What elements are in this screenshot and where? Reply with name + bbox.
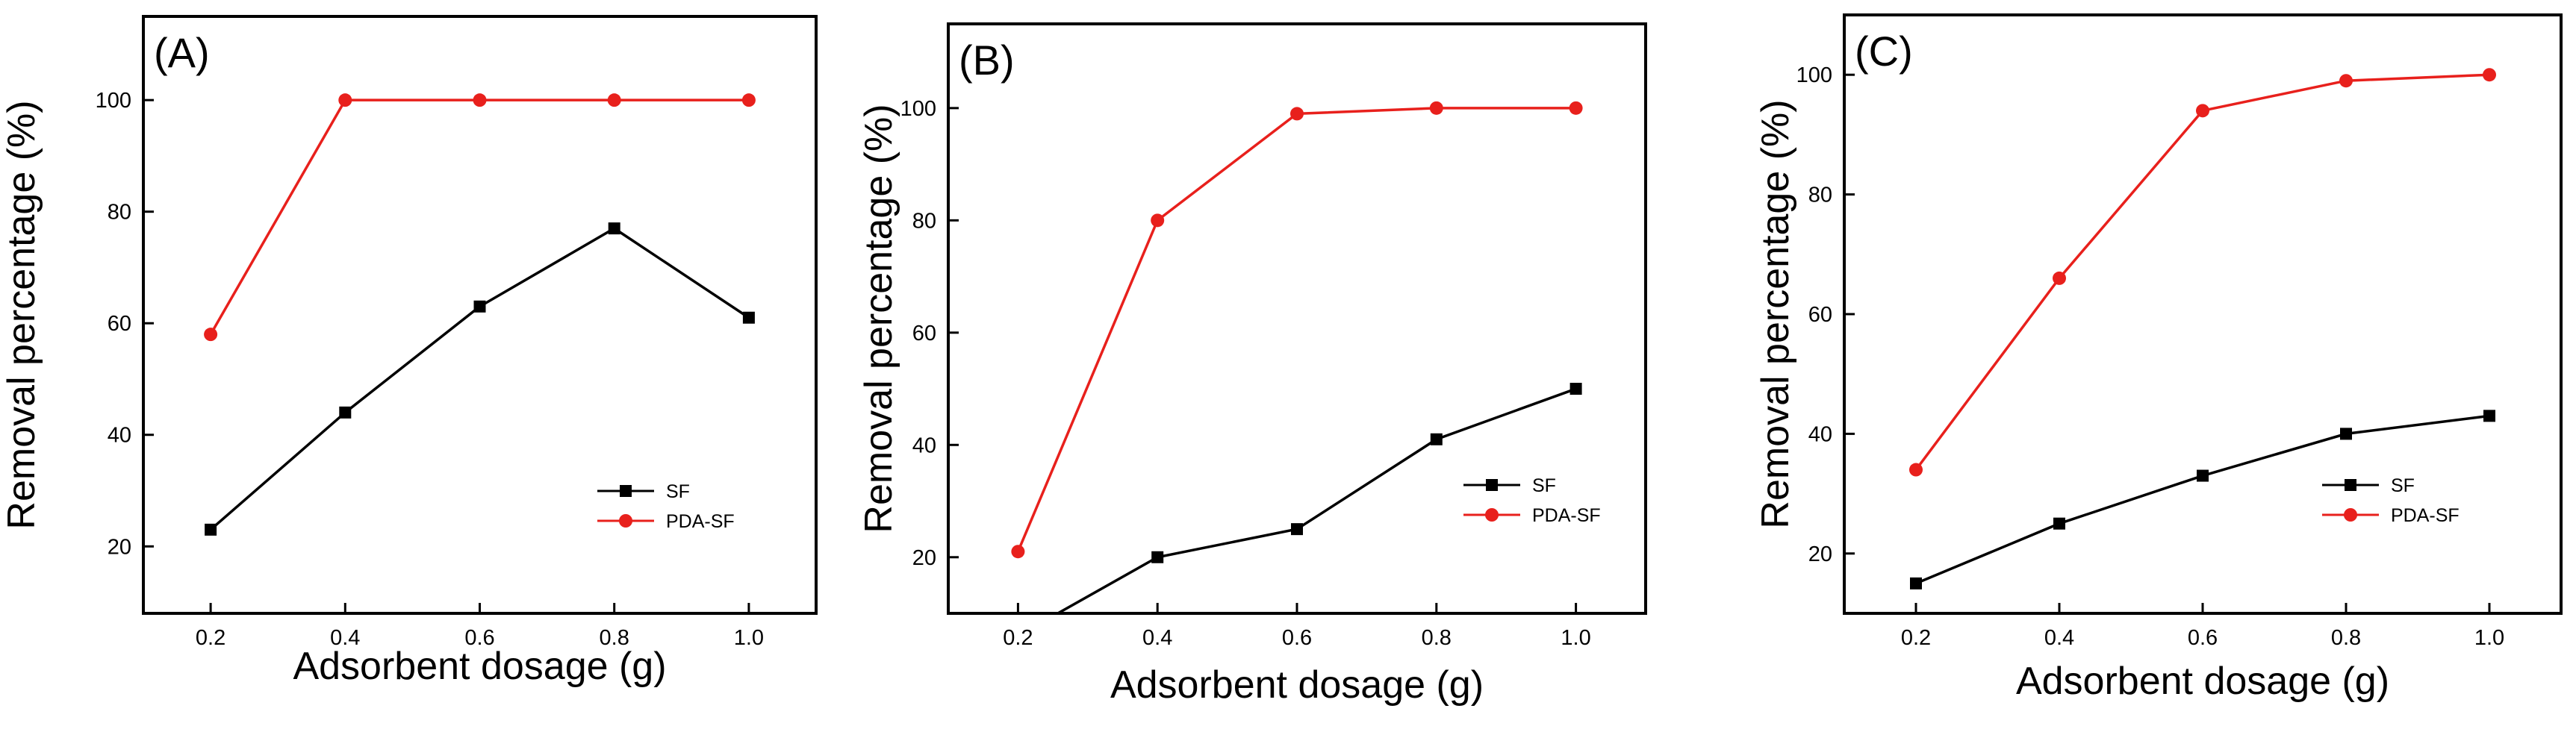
y-axis-label: Removal percentage (%): [857, 104, 900, 533]
x-tick-label: 0.2: [1003, 626, 1033, 650]
panel-label: (A): [154, 29, 210, 76]
x-tick-label: 1.0: [734, 626, 764, 650]
data-point: [1910, 577, 1922, 589]
data-point: [741, 93, 756, 107]
data-point: [2340, 428, 2352, 440]
data-point: [1569, 101, 1583, 115]
y-tick-label: 100: [900, 97, 936, 121]
data-point: [473, 93, 487, 107]
y-tick-label: 60: [108, 312, 131, 336]
panel-1: 0.2 0.4 0.6 0.8 1.0 20 40 60 80 100 Adsorbent dosa…: [0, 15, 818, 688]
data-point: [205, 523, 217, 536]
y-tick-label: 100: [1796, 63, 1832, 87]
data-point: [742, 311, 755, 324]
series-line: [1914, 73, 2490, 471]
legend-marker: [2344, 508, 2357, 522]
x-tick-label: 0.2: [196, 626, 225, 650]
y-tick-label: 80: [912, 209, 936, 233]
panel-label: (C): [1855, 28, 1913, 75]
x-tick-label: 1.0: [2474, 626, 2504, 650]
y-tick-label: 100: [96, 89, 131, 113]
y-tick-label: 60: [1808, 303, 1832, 327]
legend-marker: [619, 514, 632, 528]
data-point: [338, 93, 352, 107]
series-line: [1915, 414, 2490, 585]
series-sf: [1910, 410, 2495, 589]
x-tick-label: 0.4: [2044, 626, 2074, 650]
data-point: [339, 406, 352, 419]
data-point: [608, 222, 620, 235]
y-axis-label: Removal percentage (%): [1754, 99, 1797, 528]
x-axis-label: Adsorbent dosage (g): [293, 645, 666, 688]
y-tick-label: 20: [108, 535, 131, 559]
data-point: [204, 328, 218, 342]
y-tick-label: 80: [1808, 184, 1832, 207]
data-point: [2339, 74, 2353, 88]
data-point: [2483, 68, 2496, 82]
data-point: [1430, 433, 1443, 445]
data-point: [1151, 551, 1164, 563]
y-tick-label: 60: [912, 322, 936, 345]
data-point: [2053, 271, 2066, 285]
x-tick-label: 0.8: [2331, 626, 2361, 650]
x-axis-label: Adsorbent dosage (g): [2016, 660, 2389, 703]
legend: SF PDA-SF: [597, 481, 735, 532]
legend-label: SF: [1532, 475, 1556, 496]
x-tick-label: 0.8: [1422, 626, 1452, 650]
legend-label: PDA-SF: [2391, 505, 2460, 526]
x-tick-label: 0.6: [2188, 626, 2218, 650]
y-tick-label: 20: [912, 546, 936, 570]
panel-2: 0.2 0.4 0.6 0.8 1.0 20 40 60 80 100 Adsorbent dosa…: [857, 22, 1647, 707]
data-point: [607, 93, 621, 107]
x-tick-label: 0.4: [330, 626, 360, 650]
y-tick-label: 20: [1808, 542, 1832, 566]
legend: SF PDA-SF: [1463, 475, 1601, 526]
series-pda-sf: [204, 93, 756, 342]
legend-marker: [1486, 479, 1498, 491]
y-axis-label: Removal percentage (%): [0, 100, 43, 529]
legend-label: SF: [2391, 475, 2415, 496]
x-tick-label: 0.6: [464, 626, 494, 650]
legend-marker: [620, 485, 632, 497]
legend-label: SF: [666, 481, 690, 502]
data-point: [2197, 469, 2209, 482]
y-tick-label: 40: [912, 434, 936, 457]
data-point: [1429, 101, 1443, 115]
panel-label: (B): [959, 37, 1015, 84]
legend-label: PDA-SF: [1532, 505, 1601, 526]
data-point: [1909, 463, 1923, 477]
data-point: [1569, 383, 1582, 395]
legend-marker: [2345, 479, 2356, 491]
x-tick-label: 0.6: [1282, 626, 1312, 650]
data-point: [2483, 410, 2495, 422]
series-sf: [205, 222, 755, 536]
y-tick-label: 40: [1808, 422, 1832, 446]
x-tick-label: 0.2: [1901, 626, 1931, 650]
data-point: [1151, 213, 1165, 228]
data-point: [2196, 104, 2209, 118]
legend-marker: [1485, 508, 1499, 522]
x-tick-label: 0.8: [600, 626, 629, 650]
panel-3: 0.2 0.4 0.6 0.8 1.0 20 40 60 80 100 Adsorbent dosa…: [1754, 13, 2563, 703]
x-tick-label: 0.4: [1142, 626, 1172, 650]
legend-label: PDA-SF: [666, 511, 735, 532]
x-tick-label: 1.0: [1561, 626, 1590, 650]
series-pda-sf: [1909, 68, 2496, 477]
x-axis-label: Adsorbent dosage (g): [1110, 663, 1484, 707]
y-tick-label: 40: [108, 424, 131, 448]
legend: SF PDA-SF: [2322, 475, 2460, 526]
data-point: [473, 300, 486, 313]
data-point: [1011, 545, 1025, 559]
data-point: [1291, 523, 1303, 536]
series-pda-sf: [1011, 101, 1583, 559]
series-sf: [1055, 383, 1582, 613]
series-line: [209, 98, 749, 336]
y-tick-label: 80: [108, 201, 131, 225]
data-point: [2053, 517, 2065, 530]
data-point: [1290, 107, 1304, 121]
